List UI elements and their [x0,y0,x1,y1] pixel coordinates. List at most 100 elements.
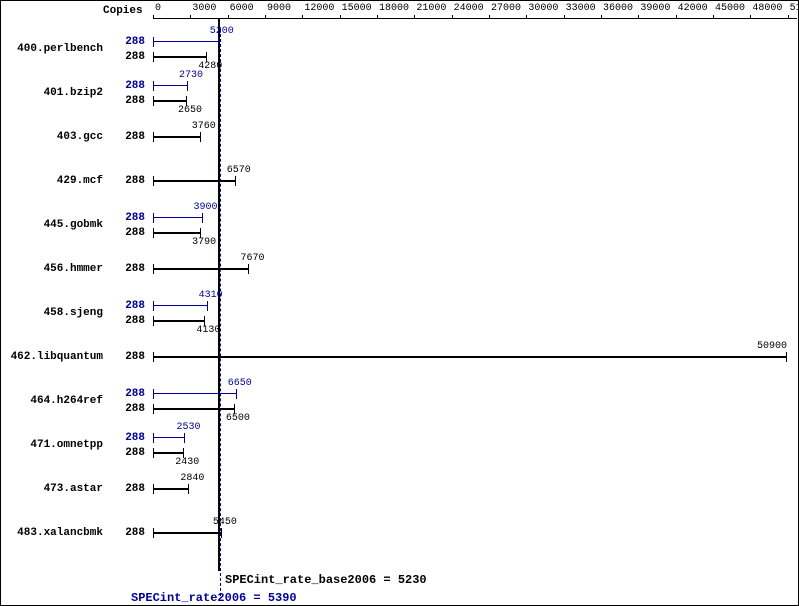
bar-start-tick [153,176,154,186]
bar-start-tick [153,37,154,47]
x-axis-label: 12000 [304,3,334,14]
copies-value: 288 [125,527,145,539]
benchmark-name: 471.omnetpp [30,439,103,451]
benchmark-name: 462.libquantum [11,351,103,363]
bar-base [153,100,186,102]
x-axis-label: 9000 [267,3,291,14]
bar-base [153,232,200,234]
bar-base [153,408,234,410]
bar-start-tick [153,528,154,538]
copies-value: 288 [125,315,145,327]
bar-start-tick [153,264,154,274]
benchmark-name: 445.gobmk [44,219,103,231]
copies-value: 288 [125,388,145,400]
x-axis-label: 6000 [230,3,254,14]
x-axis-label: 39000 [640,3,670,14]
benchmark-name: 401.bzip2 [44,87,103,99]
x-axis-label: 48000 [752,3,782,14]
bar-peak [153,41,218,42]
bar-peak [153,437,184,438]
bar-start-tick [153,81,154,91]
copies-value: 288 [125,51,145,63]
bar-value-label: 3790 [192,237,216,248]
bar-start-tick [153,132,154,142]
bar-start-tick [153,316,154,326]
bar-peak [153,305,207,306]
bar-value-label: 50900 [757,341,787,352]
bar-end-tick [207,301,208,311]
benchmark-name: 458.sjeng [44,307,103,319]
bar-start-tick [153,404,154,414]
bar-start-tick [153,52,154,62]
benchmark-name: 400.perlbench [17,43,103,55]
bar-base [153,136,200,138]
copies-value: 288 [125,447,145,459]
x-axis-label: 30000 [528,3,558,14]
bar-end-tick [221,528,222,538]
x-axis-label: 0 [155,3,161,14]
x-axis-label: 51000 [790,3,799,14]
copies-value: 288 [125,300,145,312]
bar-end-tick [235,176,236,186]
bar-value-label: 3760 [192,121,216,132]
copies-value: 288 [125,227,145,239]
bar-value-label: 6500 [226,413,250,424]
spec-chart: Copies SPECint_rate_base2006 = 5230 SPEC… [0,0,799,606]
bar-base [153,268,248,270]
copies-value: 288 [125,432,145,444]
bar-start-tick [153,228,154,238]
bar-start-tick [153,96,154,106]
bar-start-tick [153,352,154,362]
bar-end-tick [184,433,185,443]
bar-value-label: 6570 [227,165,251,176]
bar-value-label: 2840 [180,473,204,484]
summary-peak-label: SPECint_rate2006 = 5390 [131,591,297,605]
copies-value: 288 [125,175,145,187]
benchmark-name: 403.gcc [57,131,103,143]
bar-peak [153,85,187,86]
bar-value-label: 2430 [175,457,199,468]
bar-base [153,356,786,358]
bar-value-label: 6650 [228,378,252,389]
bar-value-label: 2650 [178,105,202,116]
copies-value: 288 [125,403,145,415]
bar-value-label: 5200 [210,26,234,37]
bar-value-label: 5450 [213,517,237,528]
x-axis-line [153,18,797,19]
bar-end-tick [188,484,189,494]
bar-value-label: 2730 [179,70,203,81]
reference-line-peak [220,29,221,596]
bar-end-tick [248,264,249,274]
copies-value: 288 [125,212,145,224]
benchmark-name: 456.hmmer [44,263,103,275]
bar-base [153,532,221,534]
x-axis-label: 36000 [603,3,633,14]
bar-value-label: 2530 [176,422,200,433]
bar-value-label: 4130 [196,325,220,336]
benchmark-name: 473.astar [44,483,103,495]
x-axis-label: 21000 [416,3,446,14]
copies-value: 288 [125,263,145,275]
x-axis-label: 45000 [715,3,745,14]
bar-start-tick [153,448,154,458]
bar-start-tick [153,213,154,223]
x-axis-label: 33000 [566,3,596,14]
copies-value: 288 [125,95,145,107]
x-axis-label: 27000 [491,3,521,14]
bar-peak [153,217,202,218]
copies-header: Copies [103,5,143,17]
bar-end-tick [236,389,237,399]
copies-value: 288 [125,131,145,143]
summary-base-label: SPECint_rate_base2006 = 5230 [225,573,427,587]
bar-value-label: 7670 [240,253,264,264]
bar-start-tick [153,484,154,494]
bar-end-tick [202,213,203,223]
benchmark-name: 464.h264ref [30,395,103,407]
bar-value-label: 4310 [199,290,223,301]
bar-end-tick [200,132,201,142]
x-axis-label: 18000 [379,3,409,14]
bar-end-tick [786,352,787,362]
benchmark-name: 429.mcf [57,175,103,187]
bar-base [153,56,206,58]
bar-start-tick [153,433,154,443]
